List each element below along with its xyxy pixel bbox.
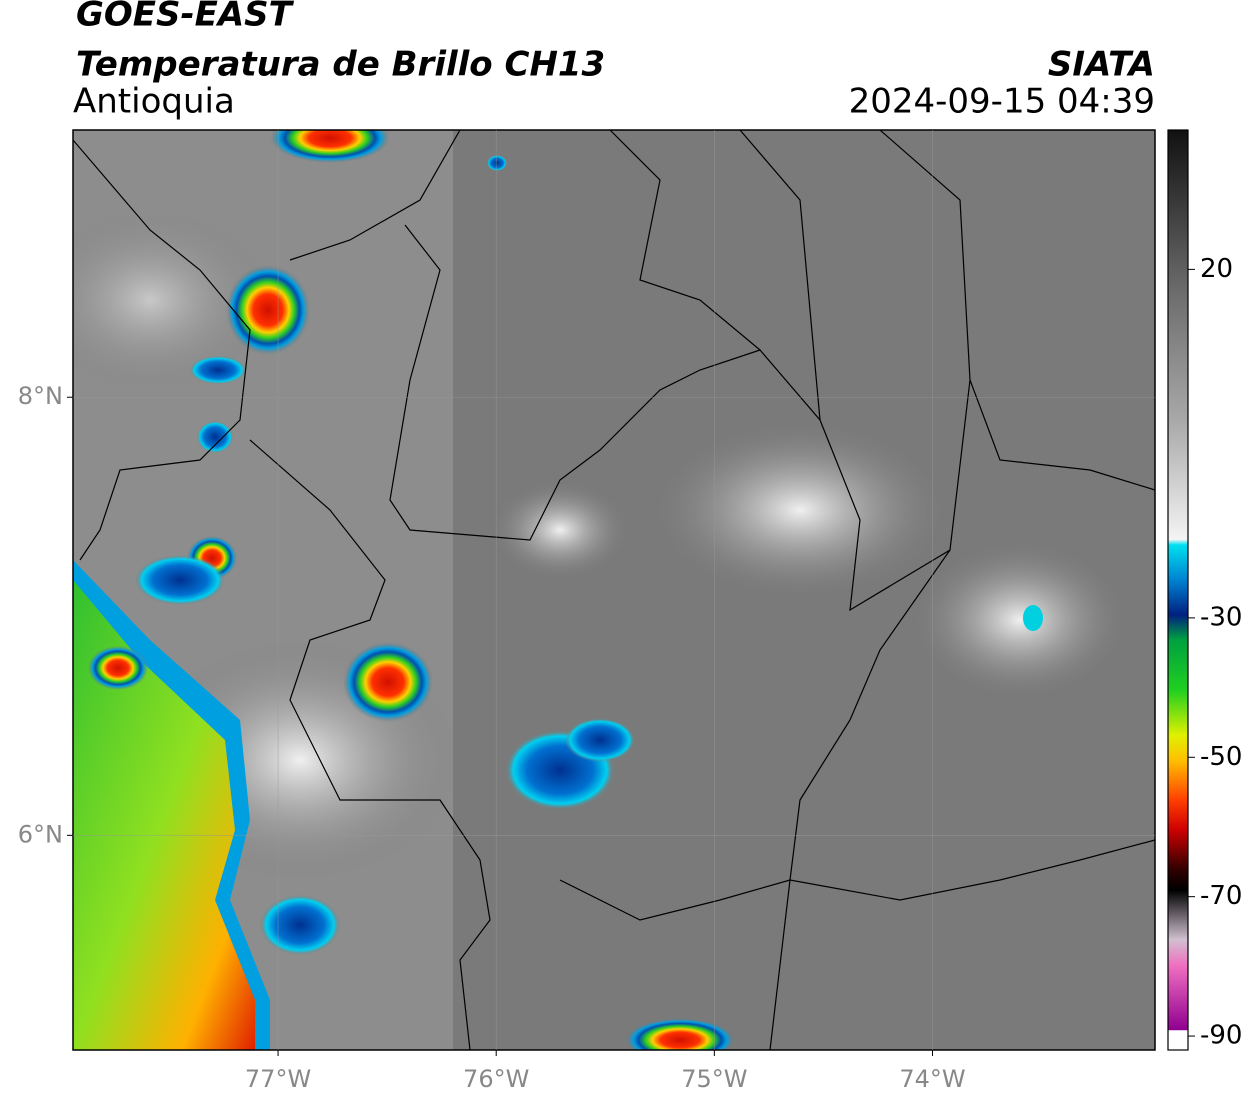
x-tick-label: 77°W xyxy=(245,1065,311,1093)
source: SIATA xyxy=(1048,45,1155,85)
colorbar-tick-label: -70 xyxy=(1200,881,1242,911)
colorbar-tick-label: 20 xyxy=(1200,254,1233,284)
x-tick-label: 75°W xyxy=(681,1065,747,1093)
subtitle: Temperatura de Brillo CH13 xyxy=(76,45,605,85)
x-tick-label: 76°W xyxy=(463,1065,529,1093)
x-tick-label: 74°W xyxy=(899,1065,965,1093)
colorbar xyxy=(1167,129,1189,1051)
y-tick-label: 6°N xyxy=(18,820,63,848)
map-frame xyxy=(72,129,1156,1051)
region: Antioquia xyxy=(73,82,235,122)
satellite-image xyxy=(73,130,1155,1050)
colorbar-tick-label: -50 xyxy=(1200,742,1242,772)
colorbar-tick-label: -30 xyxy=(1200,602,1242,632)
colorbar-tick-label: -90 xyxy=(1200,1021,1242,1051)
y-tick-label: 8°N xyxy=(18,382,63,410)
datetime: 2024-09-15 04:39 xyxy=(849,82,1155,122)
title: GOES-EAST xyxy=(76,0,295,35)
